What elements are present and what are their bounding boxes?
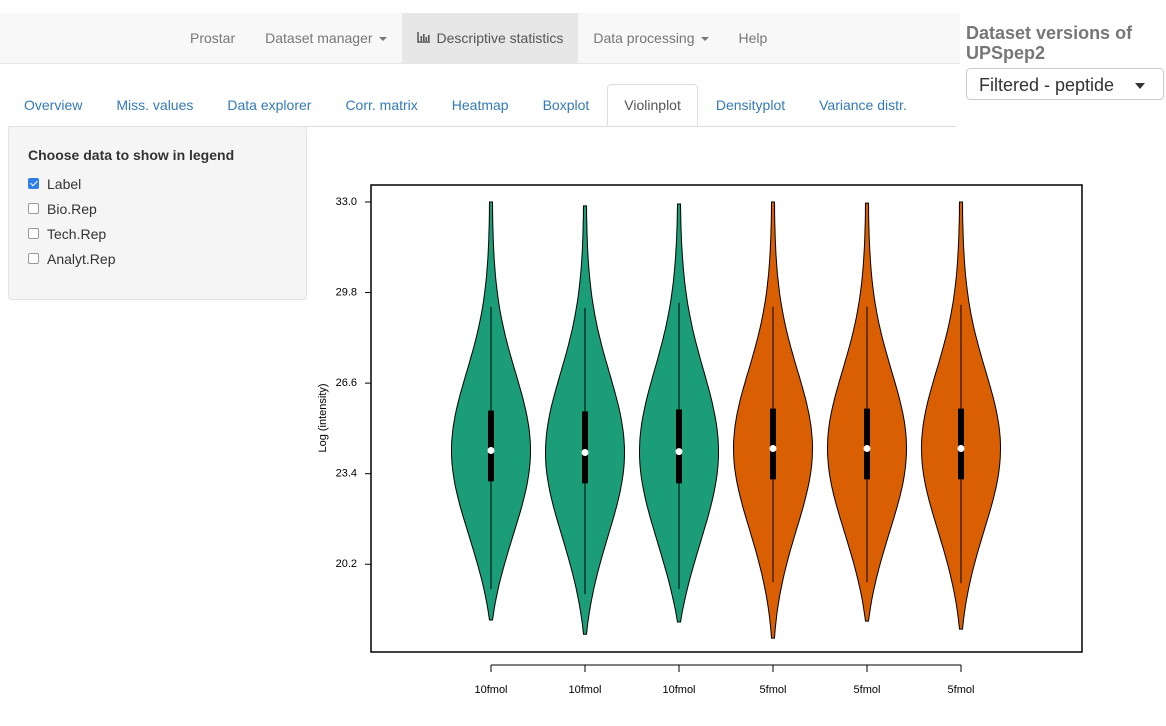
- nav-item[interactable]: Help: [724, 13, 783, 63]
- checkbox-option[interactable]: Label: [28, 171, 287, 196]
- violin-body: [732, 201, 814, 639]
- nav-label: Data processing: [593, 30, 695, 46]
- checkbox-option[interactable]: Analyt.Rep: [28, 246, 287, 271]
- violin-body: [920, 201, 1002, 630]
- nav-label: Dataset manager: [265, 30, 373, 46]
- tab[interactable]: Densityplot: [715, 97, 786, 113]
- tab[interactable]: Violinplot: [607, 84, 698, 126]
- checkbox-label: Analyt.Rep: [47, 250, 116, 267]
- x-tick-label: 10fmol: [662, 684, 695, 696]
- y-tick-label: 23.4: [336, 468, 357, 480]
- nav-label: Help: [738, 30, 768, 46]
- median-dot: [957, 445, 965, 453]
- tab[interactable]: Overview: [24, 97, 83, 113]
- iqr-box: [488, 410, 494, 482]
- caret: [378, 37, 387, 42]
- nav-items: Prostar Dataset manager Descriptive statis…: [175, 13, 782, 63]
- checkbox[interactable]: [28, 178, 39, 189]
- median-dot: [863, 445, 871, 453]
- violin-body: [826, 202, 908, 622]
- sidebar: Choose data to show in legend Label Bio.Re…: [8, 126, 307, 300]
- select-value: Filtered - peptide: [979, 75, 1115, 95]
- nav-label: Prostar: [190, 30, 236, 46]
- x-tick-label: 5fmol: [948, 684, 975, 696]
- median-dot: [675, 448, 683, 456]
- y-axis-label: Log (intensity): [317, 383, 329, 452]
- nav-item[interactable]: Dataset manager: [250, 13, 401, 63]
- iqr-box: [676, 409, 682, 484]
- checkbox-label: Bio.Rep: [47, 200, 97, 217]
- x-tick-label: 10fmol: [568, 684, 601, 696]
- nav-item[interactable]: Prostar: [175, 13, 250, 63]
- chart-icon: [416, 32, 430, 43]
- y-tick-label: 20.2: [336, 558, 357, 570]
- version-select[interactable]: Filtered - peptide: [966, 68, 1164, 100]
- plot-frame: [370, 184, 1083, 653]
- checkbox-option[interactable]: Tech.Rep: [28, 221, 287, 246]
- iqr-box: [582, 411, 588, 484]
- tab[interactable]: Data explorer: [227, 97, 312, 113]
- median-dot: [581, 448, 589, 456]
- versions-title: Dataset versions of UPSpep2: [966, 23, 1133, 63]
- y-tick-label: 33.0: [336, 196, 357, 208]
- iqr-box: [958, 408, 964, 480]
- tab[interactable]: Miss. values: [116, 97, 194, 113]
- x-tick-label: 5fmol: [760, 684, 787, 696]
- y-tick-label: 29.8: [336, 286, 357, 298]
- nav-label: Descriptive statistics: [436, 30, 564, 46]
- iqr-box: [864, 408, 870, 480]
- tab[interactable]: Boxplot: [542, 97, 590, 113]
- caret: [1135, 83, 1145, 89]
- y-tick-label: 26.6: [336, 377, 357, 389]
- checkbox[interactable]: [28, 228, 39, 239]
- x-tick-label: 5fmol: [854, 684, 881, 696]
- violin-body: [451, 201, 531, 621]
- checkbox-label: Tech.Rep: [47, 225, 107, 242]
- tab[interactable]: Heatmap: [451, 97, 509, 113]
- caret: [700, 37, 709, 42]
- checkbox[interactable]: [28, 253, 39, 264]
- nav-item[interactable]: Data processing: [578, 13, 723, 63]
- median-dot: [487, 446, 495, 454]
- tabs: Overview Miss. values Data explorer Corr. m…: [8, 84, 956, 127]
- iqr-box: [770, 408, 776, 480]
- tab[interactable]: Corr. matrix: [345, 97, 418, 113]
- violin-body: [544, 205, 626, 635]
- tab[interactable]: Variance distr.: [819, 97, 907, 113]
- checkbox-option[interactable]: Bio.Rep: [28, 196, 287, 221]
- sidebar-title: Choose data to show in legend: [28, 147, 235, 163]
- checkbox-label: Label: [47, 175, 82, 192]
- x-tick-label: 10fmol: [474, 684, 507, 696]
- checkbox[interactable]: [28, 203, 39, 214]
- violin-body: [639, 203, 719, 623]
- nav-item[interactable]: Descriptive statistics: [401, 13, 579, 63]
- median-dot: [769, 445, 777, 453]
- navbar: Prostar Dataset manager Descriptive statis…: [0, 13, 960, 64]
